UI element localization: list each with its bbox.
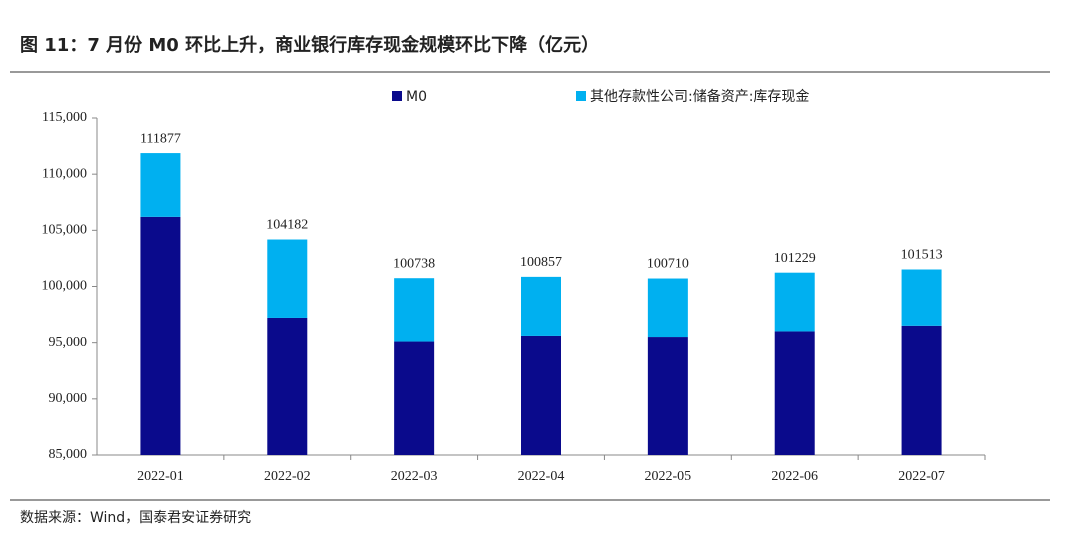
x-tick-label: 2022-04 bbox=[518, 469, 565, 484]
bar-segment bbox=[394, 278, 435, 342]
x-tick-label: 2022-05 bbox=[645, 469, 692, 484]
total-label: 101229 bbox=[774, 251, 816, 266]
chart-title: 图 11：7 月份 M0 环比上升，商业银行库存现金规模环比下降（亿元） bbox=[20, 34, 599, 56]
y-tick-label: 110,000 bbox=[42, 166, 87, 181]
total-label: 100710 bbox=[647, 257, 689, 272]
source: 数据来源：Wind，国泰君安证券研究 bbox=[20, 510, 251, 526]
total-label: 100738 bbox=[393, 256, 435, 271]
total-label: 111877 bbox=[140, 131, 181, 146]
x-tick-label: 2022-01 bbox=[137, 469, 184, 484]
y-tick-label: 115,000 bbox=[42, 110, 87, 125]
bar-segment bbox=[901, 325, 942, 455]
x-tick-label: 2022-07 bbox=[898, 469, 945, 484]
y-tick-label: 100,000 bbox=[42, 279, 88, 294]
bar-segment bbox=[774, 272, 815, 332]
total-label: 100857 bbox=[520, 255, 562, 270]
bar-segment bbox=[140, 216, 181, 455]
bar-segment bbox=[774, 331, 815, 455]
x-tick-label: 2022-02 bbox=[264, 469, 311, 484]
total-label: 101513 bbox=[901, 248, 943, 263]
bar-segment bbox=[267, 317, 308, 455]
x-tick-label: 2022-06 bbox=[771, 469, 818, 484]
bar-segment bbox=[521, 335, 561, 455]
bar-segment bbox=[394, 341, 435, 455]
legend-swatch bbox=[392, 91, 402, 101]
bar-segment bbox=[267, 239, 308, 318]
bar-segment bbox=[647, 337, 688, 455]
bar-segment bbox=[521, 276, 561, 336]
bar-segment bbox=[901, 269, 942, 326]
x-tick-label: 2022-03 bbox=[391, 469, 438, 484]
y-tick-label: 95,000 bbox=[49, 335, 88, 350]
y-tick-label: 90,000 bbox=[49, 391, 88, 406]
y-tick-label: 105,000 bbox=[42, 223, 88, 238]
legend-label: M0 bbox=[406, 89, 427, 105]
bar-segment bbox=[647, 278, 688, 338]
legend-label: 其他存款性公司:储备资产:库存现金 bbox=[590, 88, 809, 105]
total-label: 104182 bbox=[266, 218, 308, 233]
bar-segment bbox=[140, 153, 181, 217]
legend-swatch bbox=[576, 91, 586, 101]
y-tick-label: 85,000 bbox=[49, 447, 88, 462]
